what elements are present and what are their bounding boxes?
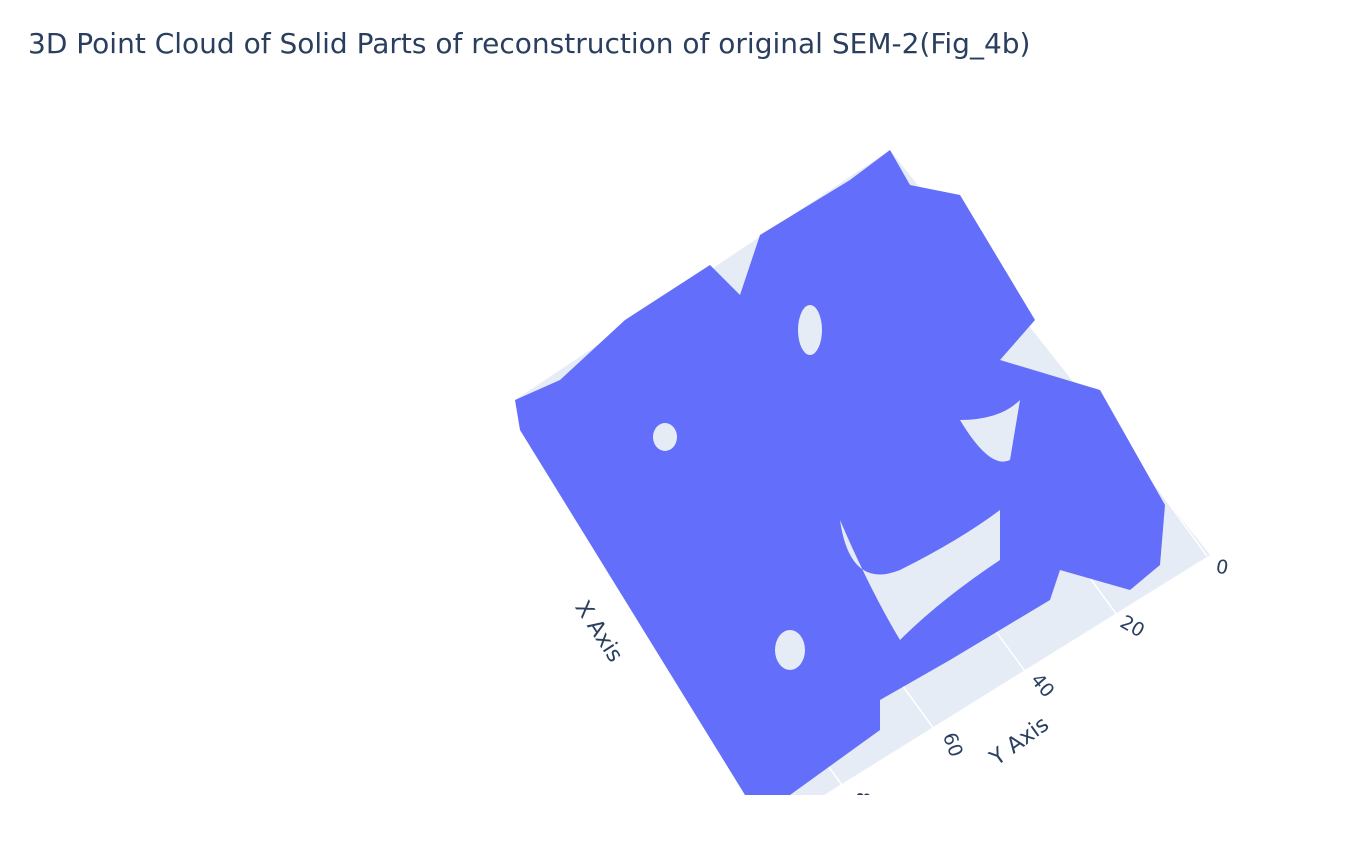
void [840,510,1000,640]
y-tick-label: 40 [1026,669,1058,702]
void [653,423,677,451]
x-axis-title: X Axis [569,597,627,667]
y-tick-label: 20 [1116,611,1148,642]
void [775,630,805,670]
point-cloud [515,150,1165,795]
y-tick-label: 0 [1214,556,1230,580]
chart-title: 3D Point Cloud of Solid Parts of reconst… [28,27,1030,60]
y-tick-label: 60 [938,730,967,760]
y-tick-label: 80 [852,792,874,816]
void [798,305,822,355]
point-cloud-body [515,150,1165,795]
void [960,400,1020,462]
scene: 0 20 40 60 80 [515,150,1230,816]
y-axis-title: Y Axis [985,712,1054,772]
